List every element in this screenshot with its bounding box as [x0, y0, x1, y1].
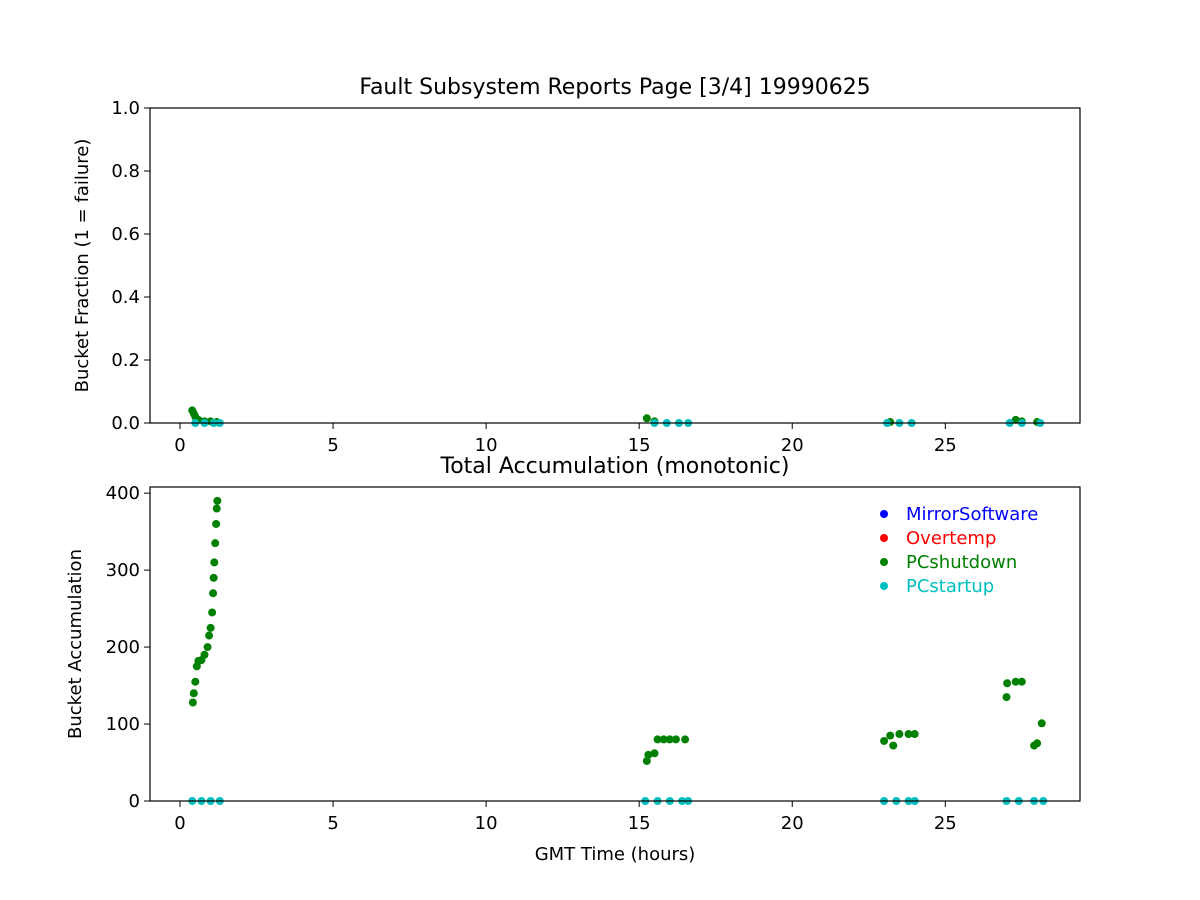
point: [1011, 677, 1020, 686]
legend-marker: [880, 534, 888, 542]
point: [189, 689, 198, 698]
legend-label: PCshutdown: [906, 552, 1017, 573]
point: [644, 750, 653, 759]
chart-title: Fault Subsystem Reports Page [3/4] 19990…: [359, 75, 870, 100]
point: [904, 730, 913, 739]
x-tick-label: 0: [174, 813, 185, 834]
y-tick-label: 0.4: [111, 287, 140, 308]
point: [206, 623, 215, 632]
y-tick-label: 300: [106, 560, 140, 581]
x-axis-label: GMT Time (hours): [535, 844, 696, 865]
legend-marker: [880, 558, 888, 566]
point: [1037, 719, 1046, 728]
x-tick-label: 5: [327, 435, 338, 456]
x-tick-label: 5: [327, 813, 338, 834]
point: [889, 741, 898, 750]
y-tick-label: 0.8: [111, 161, 140, 182]
point: [665, 735, 674, 744]
x-tick-label: 20: [781, 813, 804, 834]
point: [1003, 679, 1012, 688]
plot-frame: [149, 107, 1081, 424]
x-tick-label: 0: [174, 435, 185, 456]
point: [659, 735, 668, 744]
y-tick-label: 200: [106, 637, 140, 658]
point: [209, 573, 218, 582]
legend-label: PCstartup: [906, 576, 994, 597]
y-axis-label: Bucket Fraction (1 = failure): [72, 139, 93, 393]
legend-label: MirrorSoftware: [906, 504, 1038, 525]
point: [212, 519, 221, 528]
x-tick-label: 20: [781, 435, 804, 456]
point: [209, 589, 218, 598]
point: [211, 539, 220, 548]
point: [208, 608, 217, 617]
legend-marker: [880, 510, 888, 518]
x-tick-label: 15: [628, 813, 651, 834]
y-axis-label: Bucket Accumulation: [65, 549, 86, 739]
legend-marker: [880, 582, 888, 590]
y-tick-label: 0.6: [111, 224, 140, 245]
x-tick-label: 15: [628, 435, 651, 456]
y-tick-label: 1.0: [111, 98, 140, 119]
point: [1011, 415, 1020, 424]
point: [200, 650, 209, 659]
point: [210, 558, 219, 567]
point: [886, 731, 895, 740]
point: [1002, 693, 1011, 702]
point: [910, 730, 919, 739]
point: [650, 749, 659, 758]
x-tick-label: 25: [934, 813, 957, 834]
x-tick-label: 10: [475, 813, 498, 834]
legend-label: Overtemp: [906, 528, 996, 549]
point: [642, 756, 651, 765]
point: [653, 735, 662, 744]
x-tick-label: 25: [934, 435, 957, 456]
y-tick-label: 400: [106, 483, 140, 504]
chart-title: Total Accumulation (monotonic): [440, 454, 790, 479]
y-tick-label: 0: [129, 791, 140, 812]
y-tick-label: 0.2: [111, 350, 140, 371]
point: [671, 735, 680, 744]
point: [212, 504, 221, 513]
point: [1017, 677, 1026, 686]
point: [880, 736, 889, 745]
point: [642, 414, 651, 423]
point: [213, 496, 222, 505]
x-tick-label: 10: [475, 435, 498, 456]
point: [681, 735, 690, 744]
point: [205, 631, 214, 640]
point: [1033, 739, 1042, 748]
plot-frame: [149, 486, 1081, 802]
y-tick-label: 0.0: [111, 413, 140, 434]
y-tick-label: 100: [106, 714, 140, 735]
point: [188, 698, 197, 707]
point: [203, 643, 212, 652]
point: [895, 730, 904, 739]
point: [191, 677, 200, 686]
